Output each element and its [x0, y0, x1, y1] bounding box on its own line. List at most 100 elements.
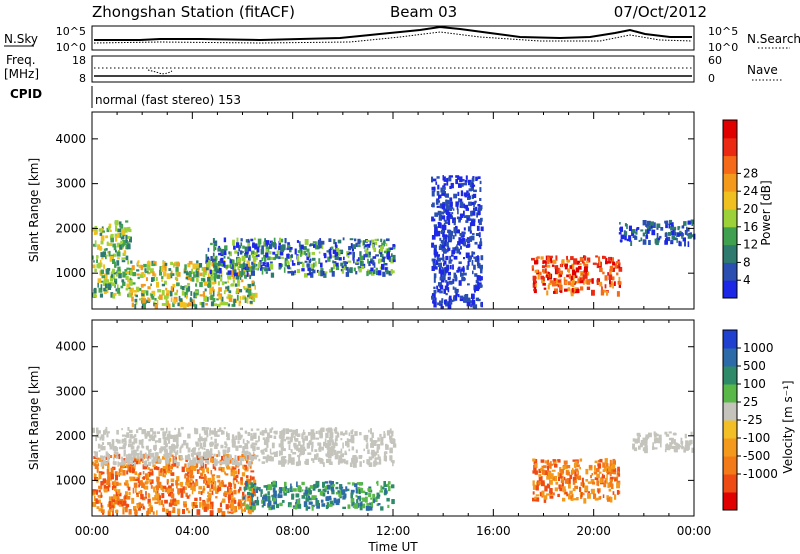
velocity-echo-cell	[307, 488, 309, 493]
power-echo-cell	[579, 286, 584, 291]
velocity-echo-cell	[193, 485, 196, 492]
velocity-echo-cell	[100, 494, 103, 498]
velocity-echo-cell	[203, 474, 207, 478]
power-echo-cell	[230, 270, 234, 274]
power-echo-cell	[477, 281, 480, 286]
velocity-echo-cell	[335, 491, 339, 495]
power-echo-cell	[261, 267, 265, 270]
velocity-echo-cell	[248, 451, 251, 457]
power-echo-cell	[638, 239, 641, 242]
velocity-echo-cell	[176, 449, 179, 455]
velocity-echo-cell	[221, 480, 224, 485]
velocity-echo-cell	[561, 472, 564, 476]
power-echo-cell	[445, 209, 449, 214]
velocity-echo-cell	[585, 479, 589, 482]
velocity-echo-cell	[168, 502, 173, 507]
velocity-echo-cell	[201, 438, 205, 442]
velocity-echo-cell	[203, 429, 206, 434]
velocity-echo-cell	[273, 491, 276, 498]
velocity-echo-cell	[131, 476, 136, 481]
power-echo-cell	[459, 198, 463, 202]
velocity-echo-cell	[241, 454, 244, 460]
power-echo-cell	[249, 274, 251, 280]
velocity-echo-cell	[202, 489, 205, 494]
power-echo-cell	[596, 263, 599, 269]
velocity-echo-cell	[176, 444, 179, 449]
power-echo-cell	[439, 262, 442, 268]
velocity-echo-cell	[238, 445, 242, 448]
velocity-echo-cell	[156, 510, 158, 515]
power-echo-cell	[477, 204, 481, 207]
velocity-echo-cell	[271, 427, 274, 430]
power-echo-cell	[235, 275, 240, 280]
power-echo-cell	[241, 279, 244, 283]
velocity-echo-cell	[233, 470, 238, 475]
power-echo-cell	[458, 261, 462, 264]
velocity-echo-cell	[320, 432, 323, 435]
velocity-echo-cell	[239, 501, 243, 505]
velocity-echo-cell	[131, 450, 135, 456]
velocity-echo-cell	[308, 432, 312, 436]
power-echo-cell	[440, 270, 444, 275]
velocity-echo-cell	[240, 508, 243, 514]
velocity-echo-cell	[317, 488, 322, 493]
power-echo-cell	[333, 261, 337, 264]
velocity-echo-cell	[688, 444, 690, 450]
power-echo-cell	[634, 236, 638, 240]
power-echo-cell	[558, 290, 561, 293]
velocity-echo-cell	[170, 454, 174, 457]
power-echo-cell	[460, 271, 462, 277]
power-echo-cell	[116, 242, 121, 248]
velocity-echo-cell	[162, 507, 166, 512]
velocity-echo-cell	[535, 494, 540, 497]
velocity-echo-cell	[279, 502, 283, 507]
velocity-echo-cell	[114, 487, 117, 491]
power-echo-cell	[117, 266, 121, 272]
velocity-echo-cell	[319, 491, 323, 496]
velocity-echo-cell	[593, 471, 598, 475]
power-echo-cell	[619, 239, 623, 242]
power-echo-cell	[131, 296, 134, 302]
velocity-echo-cell	[617, 466, 620, 472]
power-echo-cell	[278, 266, 281, 270]
power-echo-cell	[212, 252, 215, 257]
velocity-echo-cell	[673, 439, 676, 445]
velocity-echo-cell	[383, 455, 387, 462]
power-echo-cell	[229, 251, 232, 257]
velocity-echo-cell	[351, 437, 355, 444]
velocity-echo-cell	[173, 456, 176, 459]
velocity-echo-cell	[644, 442, 648, 446]
velocity-echo-cell	[147, 458, 150, 462]
velocity-echo-cell	[610, 497, 613, 503]
power-echo-cell	[447, 271, 451, 276]
velocity-echo-cell	[322, 488, 326, 493]
velocity-echo-cell	[160, 468, 162, 473]
velocity-echo-cell	[242, 502, 246, 505]
power-echo-cell	[273, 237, 276, 243]
velocity-echo-cell	[158, 482, 161, 489]
velocity-echo-cell	[280, 431, 283, 438]
velocity-echo-cell	[179, 488, 184, 493]
power-echo-cell	[464, 194, 468, 198]
power-echo-cell	[255, 254, 260, 257]
velocity-echo-cell	[588, 465, 593, 469]
power-echo-cell	[546, 274, 549, 277]
power-echo-cell	[584, 263, 589, 268]
velocity-echo-cell	[337, 490, 340, 494]
velocity-echo-cell	[104, 460, 107, 463]
power-echo-cell	[455, 291, 458, 296]
velocity-echo-cell	[244, 496, 247, 502]
velocity-echo-cell	[253, 488, 255, 491]
power-echo-cell	[318, 251, 321, 254]
velocity-echo-cell	[368, 429, 370, 433]
velocity-echo-cell	[142, 453, 145, 460]
power-echo-cell	[195, 283, 198, 287]
velocity-echo-cell	[655, 437, 659, 444]
velocity-echo-cell	[311, 495, 316, 500]
power-echo-cell	[244, 250, 249, 255]
velocity-echo-cell	[194, 428, 198, 431]
power-echo-cell	[546, 290, 549, 296]
velocity-echo-cell	[175, 480, 179, 486]
power-echo-cell	[152, 263, 156, 266]
power-echo-cell	[471, 194, 474, 199]
